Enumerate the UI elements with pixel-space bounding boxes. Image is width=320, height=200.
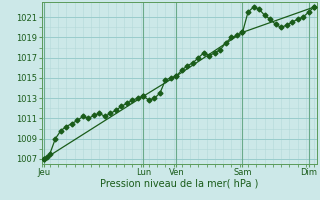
X-axis label: Pression niveau de la mer( hPa ): Pression niveau de la mer( hPa ) [100,179,258,189]
